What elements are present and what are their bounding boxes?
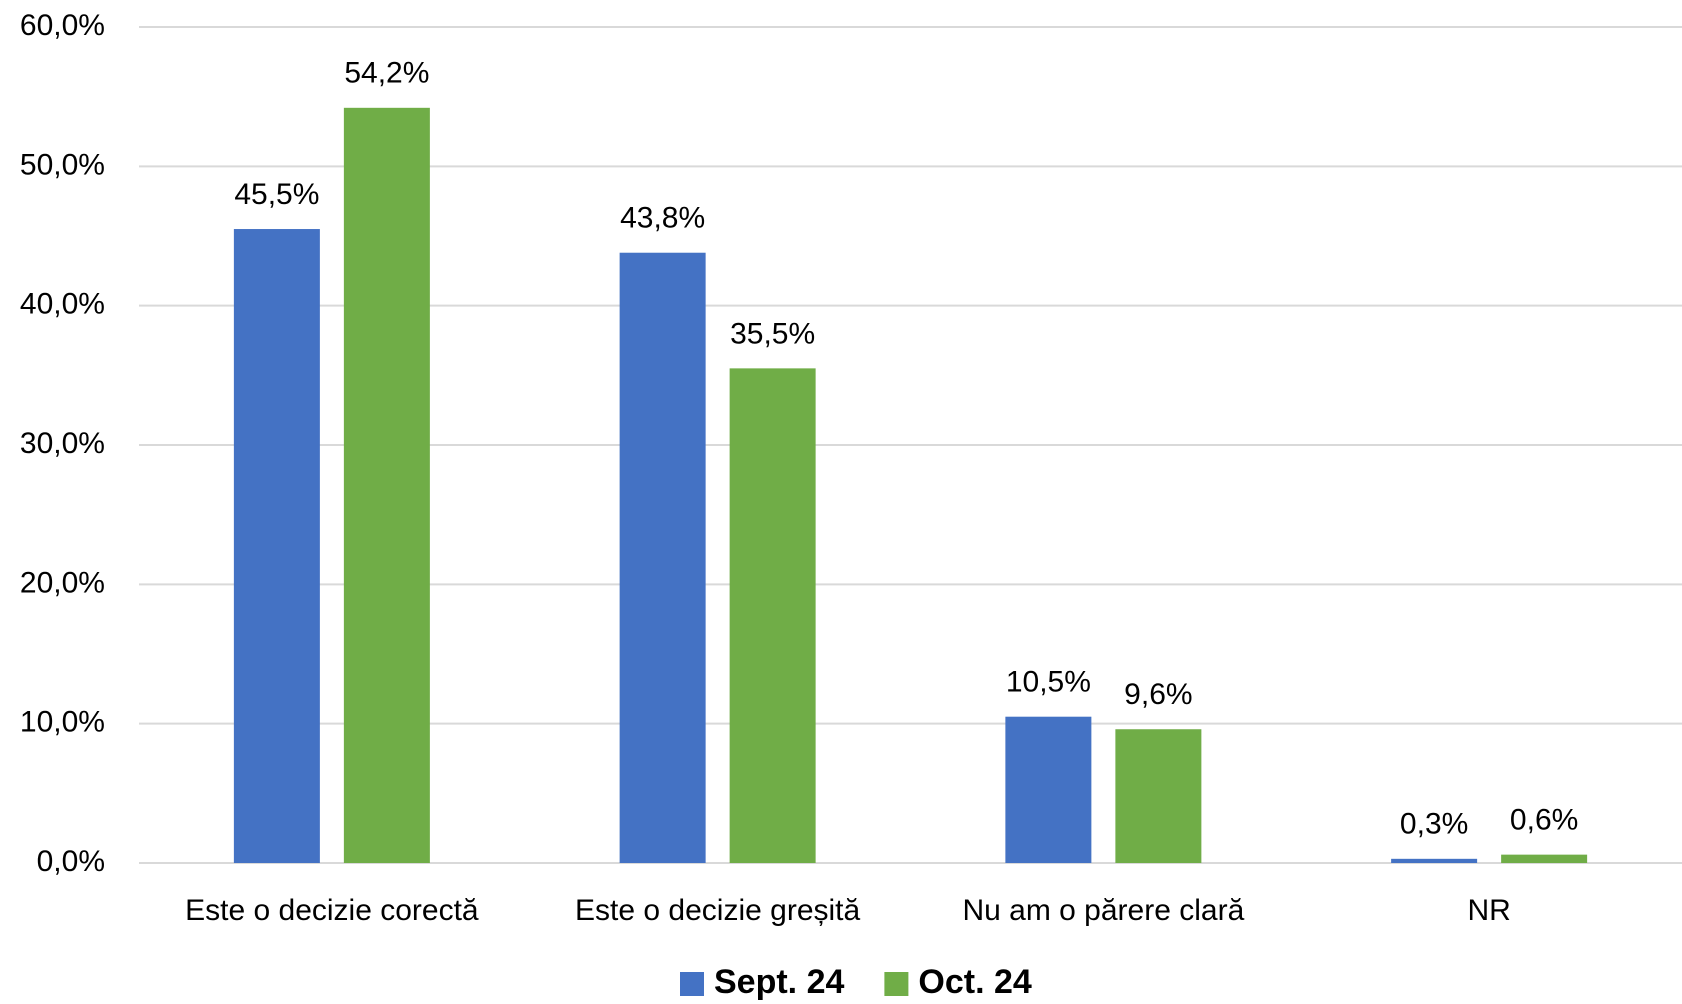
legend-swatch	[884, 972, 909, 996]
y-tick-label: 60,0%	[20, 9, 105, 42]
y-tick-label: 50,0%	[20, 148, 105, 181]
data-label: 35,5%	[730, 317, 815, 350]
y-tick-label: 20,0%	[20, 566, 105, 599]
data-label: 54,2%	[344, 57, 429, 90]
bar	[729, 368, 816, 863]
bar	[343, 107, 430, 863]
y-tick-label: 0,0%	[37, 845, 105, 878]
x-tick-label: Este o decizie greșită	[575, 894, 860, 927]
data-label: 0,6%	[1510, 804, 1578, 837]
data-label: 43,8%	[620, 202, 705, 235]
bar	[1005, 716, 1092, 863]
legend-label: Sept. 24	[714, 963, 844, 1001]
x-tick-label: Nu am o părere clară	[962, 894, 1244, 927]
bar	[1391, 858, 1478, 863]
data-label: 0,3%	[1400, 808, 1468, 841]
x-tick-label: NR	[1467, 894, 1510, 927]
y-tick-label: 40,0%	[20, 288, 105, 321]
bar	[1115, 729, 1202, 863]
legend-label: Oct. 24	[918, 963, 1031, 1001]
x-tick-label: Este o decizie corectă	[185, 894, 479, 927]
bar	[233, 229, 320, 864]
data-label: 10,5%	[1006, 666, 1091, 699]
legend-swatch	[680, 972, 704, 996]
data-label: 45,5%	[234, 178, 319, 211]
y-tick-label: 30,0%	[20, 427, 105, 460]
bar	[619, 252, 706, 864]
bar	[1501, 854, 1588, 863]
y-tick-label: 10,0%	[20, 706, 105, 739]
data-label: 9,6%	[1124, 678, 1192, 711]
